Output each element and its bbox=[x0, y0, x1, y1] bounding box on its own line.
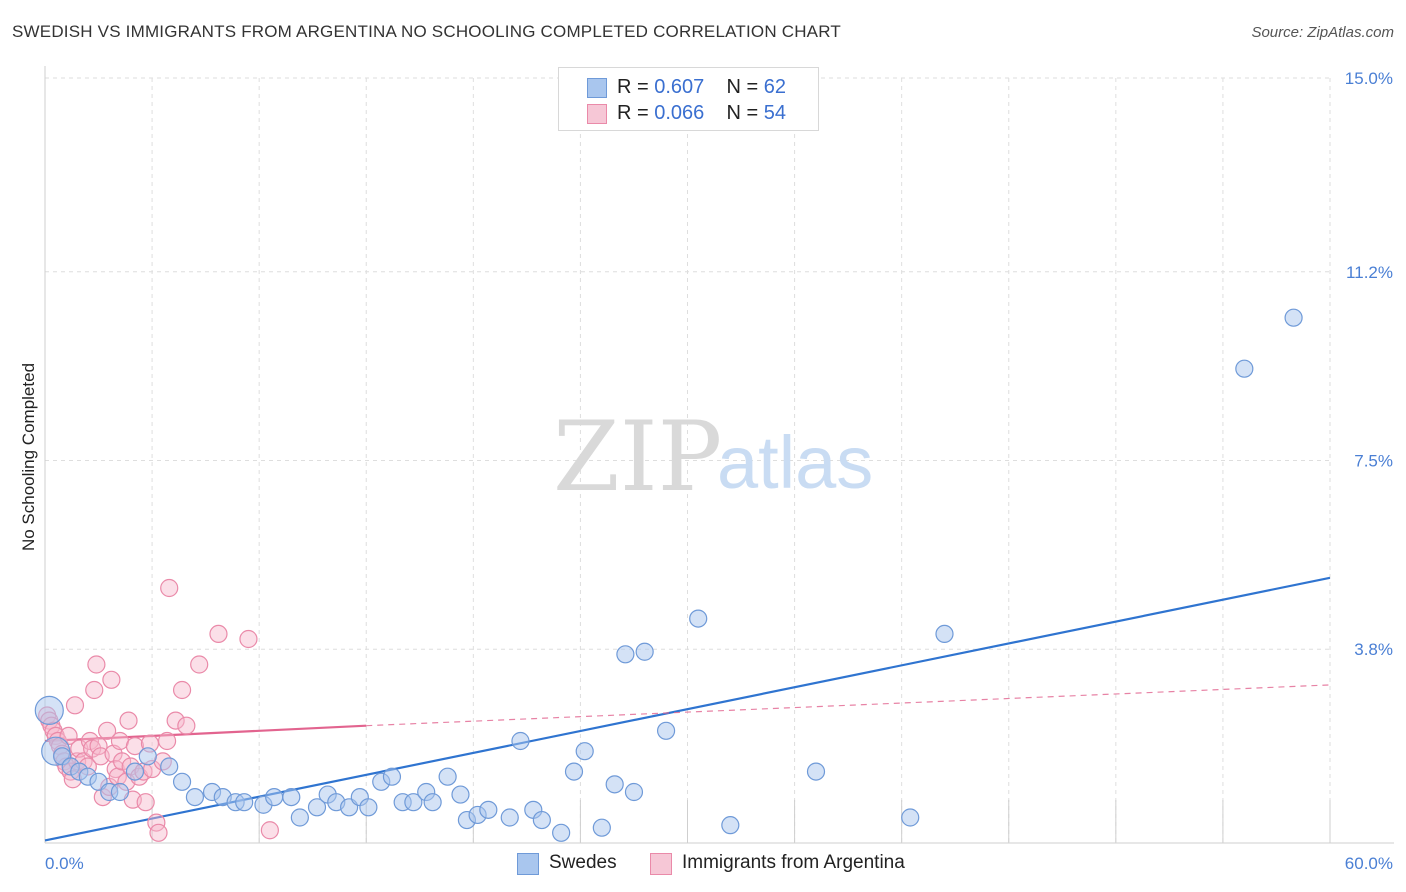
swedes-point bbox=[552, 823, 571, 842]
swedes-point bbox=[359, 798, 378, 817]
swedes-point bbox=[656, 721, 676, 740]
argentina-point bbox=[260, 821, 279, 840]
argentina-point bbox=[190, 655, 209, 674]
swedes-point bbox=[806, 762, 826, 781]
argentina-point bbox=[87, 655, 106, 674]
argentina-point bbox=[125, 736, 145, 756]
swedes-point bbox=[235, 793, 254, 812]
y-tick-label: 7.5% bbox=[1354, 452, 1393, 471]
legend-n-label: N = bbox=[726, 76, 764, 98]
argentina-point bbox=[98, 721, 117, 740]
argentina-point bbox=[157, 731, 177, 751]
swedes-point bbox=[479, 800, 498, 819]
argentina-point bbox=[149, 823, 168, 842]
argentina-swatch-icon bbox=[587, 104, 607, 124]
swedes-point bbox=[511, 731, 530, 751]
swedes-point bbox=[110, 782, 130, 802]
swedes-point bbox=[265, 787, 284, 807]
legend-r-value: 0.607 bbox=[654, 76, 705, 98]
argentina-point bbox=[177, 716, 196, 735]
swedes-point bbox=[500, 808, 519, 827]
swedes-points bbox=[34, 308, 1303, 842]
legend-r-value: 0.066 bbox=[654, 102, 705, 124]
argentina-point bbox=[85, 680, 104, 700]
argentina-point bbox=[136, 793, 155, 812]
swedes-point bbox=[160, 757, 179, 776]
argentina-point bbox=[160, 578, 179, 598]
swedes-point bbox=[1284, 308, 1303, 327]
swedes-point bbox=[451, 785, 470, 804]
argentina-point bbox=[65, 696, 85, 715]
legend-label-swedes: Swedes bbox=[549, 852, 617, 873]
argentina-point bbox=[239, 629, 258, 649]
correlation-legend: R = 0.607 N = 62 R = 0.066 N = 54 bbox=[558, 67, 819, 131]
legend-text-argentina: R = 0.066 N = 54 bbox=[617, 102, 786, 125]
tick-labels: 3.8% 7.5% 11.2% 15.0% 0.0% 60.0% bbox=[45, 69, 1393, 873]
swedes-point bbox=[382, 767, 402, 786]
swedes-point bbox=[1235, 359, 1254, 378]
legend-n-value: 62 bbox=[763, 76, 787, 98]
watermark-atlas: atlas bbox=[717, 421, 873, 504]
argentina-point bbox=[112, 752, 132, 771]
swedes-point bbox=[138, 747, 157, 766]
argentina-point bbox=[172, 680, 192, 700]
swedes-point bbox=[935, 624, 954, 644]
swedes-point bbox=[635, 642, 654, 661]
chart-title: SWEDISH VS IMMIGRANTS FROM ARGENTINA NO … bbox=[12, 22, 841, 41]
swedes-trend-line bbox=[44, 576, 1331, 842]
swedes-point bbox=[532, 810, 551, 830]
legend-label-argentina: Immigrants from Argentina bbox=[682, 852, 905, 873]
swedes-point bbox=[605, 775, 624, 794]
watermark: ZIP atlas bbox=[553, 401, 873, 513]
swedes-point bbox=[34, 695, 64, 726]
swedes-point bbox=[185, 787, 205, 807]
legend-r-label: R = bbox=[617, 102, 655, 124]
x-tick-label-max: 60.0% bbox=[1345, 854, 1393, 873]
swedes-point bbox=[575, 742, 594, 761]
swedes-point bbox=[172, 772, 192, 791]
y-tick-label: 3.8% bbox=[1354, 640, 1393, 659]
swedes-point bbox=[307, 798, 327, 817]
legend-r-label: R = bbox=[617, 76, 655, 98]
argentina-point bbox=[166, 711, 185, 730]
swedes-point bbox=[689, 609, 708, 628]
swedes-swatch-icon bbox=[587, 78, 607, 98]
y-tick-label: 11.2% bbox=[1346, 263, 1393, 282]
swedes-point bbox=[616, 645, 635, 664]
swedes-point bbox=[438, 767, 457, 786]
y-axis-label: No Schooling Completed bbox=[19, 363, 38, 551]
swedes-point bbox=[721, 816, 740, 835]
swedes-point bbox=[423, 793, 442, 812]
argentina-legend-icon bbox=[650, 853, 672, 875]
y-tick-label: 15.0% bbox=[1345, 69, 1393, 88]
source-credit: Source: ZipAtlas.com bbox=[1251, 24, 1394, 41]
legend-n-value: 54 bbox=[763, 102, 787, 124]
swedes-point bbox=[404, 793, 423, 812]
swedes-point bbox=[125, 762, 145, 781]
swedes-point bbox=[901, 808, 920, 827]
swedes-point bbox=[592, 818, 611, 837]
swedes-point bbox=[282, 787, 301, 807]
argentina-point bbox=[119, 711, 138, 730]
swedes-point bbox=[564, 762, 584, 781]
swedes-point bbox=[624, 782, 644, 802]
legend-text-swedes: R = 0.607 N = 62 bbox=[617, 76, 786, 99]
x-tick-label-min: 0.0% bbox=[45, 854, 84, 873]
argentina-trend-extension bbox=[366, 684, 1331, 727]
watermark-zip: ZIP bbox=[553, 401, 722, 513]
argentina-point bbox=[102, 670, 121, 689]
argentina-point bbox=[209, 624, 228, 644]
legend-n-label: N = bbox=[726, 102, 764, 124]
swedes-point bbox=[290, 808, 309, 827]
swedes-legend-icon bbox=[517, 853, 539, 875]
